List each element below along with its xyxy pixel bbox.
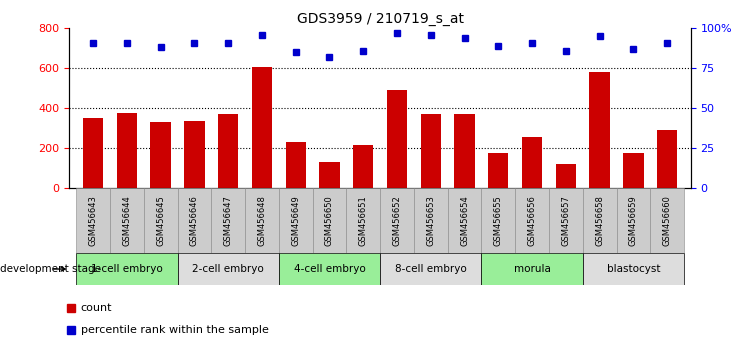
Bar bbox=[76, 253, 178, 285]
Bar bbox=[218, 114, 238, 188]
Text: count: count bbox=[80, 303, 112, 313]
Text: development stage: development stage bbox=[0, 264, 101, 274]
Bar bbox=[624, 153, 643, 188]
Bar bbox=[211, 188, 245, 253]
Bar bbox=[184, 121, 205, 188]
Bar bbox=[522, 137, 542, 188]
Bar bbox=[279, 253, 380, 285]
Bar bbox=[245, 188, 279, 253]
Bar bbox=[279, 188, 313, 253]
Bar bbox=[651, 188, 684, 253]
Bar bbox=[420, 114, 441, 188]
Bar bbox=[447, 188, 482, 253]
Bar bbox=[549, 188, 583, 253]
Text: GSM456646: GSM456646 bbox=[190, 195, 199, 246]
Bar bbox=[319, 162, 340, 188]
Text: GSM456655: GSM456655 bbox=[494, 195, 503, 246]
Bar bbox=[387, 90, 407, 188]
Text: percentile rank within the sample: percentile rank within the sample bbox=[80, 325, 268, 335]
Bar bbox=[353, 145, 374, 188]
Bar bbox=[482, 188, 515, 253]
Text: GSM456643: GSM456643 bbox=[88, 195, 97, 246]
Bar bbox=[380, 253, 482, 285]
Text: GSM456648: GSM456648 bbox=[257, 195, 266, 246]
Bar bbox=[144, 188, 178, 253]
Text: GSM456647: GSM456647 bbox=[224, 195, 232, 246]
Text: GSM456654: GSM456654 bbox=[460, 195, 469, 246]
Bar bbox=[178, 253, 279, 285]
Bar bbox=[482, 253, 583, 285]
Bar bbox=[251, 67, 272, 188]
Bar bbox=[515, 188, 549, 253]
Text: 8-cell embryo: 8-cell embryo bbox=[395, 264, 466, 274]
Text: blastocyst: blastocyst bbox=[607, 264, 660, 274]
Text: GSM456653: GSM456653 bbox=[426, 195, 435, 246]
Text: GSM456651: GSM456651 bbox=[359, 195, 368, 246]
Bar bbox=[83, 118, 103, 188]
Text: GSM456650: GSM456650 bbox=[325, 195, 334, 246]
Bar bbox=[583, 188, 616, 253]
Text: GSM456649: GSM456649 bbox=[291, 195, 300, 246]
Text: GSM456645: GSM456645 bbox=[156, 195, 165, 246]
Text: GSM456660: GSM456660 bbox=[663, 195, 672, 246]
Text: GSM456644: GSM456644 bbox=[122, 195, 132, 246]
Bar bbox=[414, 188, 447, 253]
Text: GSM456657: GSM456657 bbox=[561, 195, 570, 246]
Text: 4-cell embryo: 4-cell embryo bbox=[294, 264, 366, 274]
Bar bbox=[286, 142, 306, 188]
Text: GSM456652: GSM456652 bbox=[393, 195, 401, 246]
Bar bbox=[313, 188, 346, 253]
Bar bbox=[151, 122, 171, 188]
Bar bbox=[556, 164, 576, 188]
Text: morula: morula bbox=[514, 264, 550, 274]
Bar bbox=[346, 188, 380, 253]
Title: GDS3959 / 210719_s_at: GDS3959 / 210719_s_at bbox=[297, 12, 463, 26]
Text: 2-cell embryo: 2-cell embryo bbox=[192, 264, 264, 274]
Bar bbox=[76, 188, 110, 253]
Bar bbox=[589, 72, 610, 188]
Text: GSM456658: GSM456658 bbox=[595, 195, 604, 246]
Bar bbox=[178, 188, 211, 253]
Bar bbox=[488, 153, 509, 188]
Bar bbox=[583, 253, 684, 285]
Bar bbox=[616, 188, 651, 253]
Bar bbox=[110, 188, 144, 253]
Bar bbox=[657, 130, 678, 188]
Text: GSM456656: GSM456656 bbox=[528, 195, 537, 246]
Text: GSM456659: GSM456659 bbox=[629, 195, 638, 246]
Bar bbox=[380, 188, 414, 253]
Text: 1-cell embryo: 1-cell embryo bbox=[91, 264, 163, 274]
Bar bbox=[455, 114, 474, 188]
Bar bbox=[117, 113, 137, 188]
